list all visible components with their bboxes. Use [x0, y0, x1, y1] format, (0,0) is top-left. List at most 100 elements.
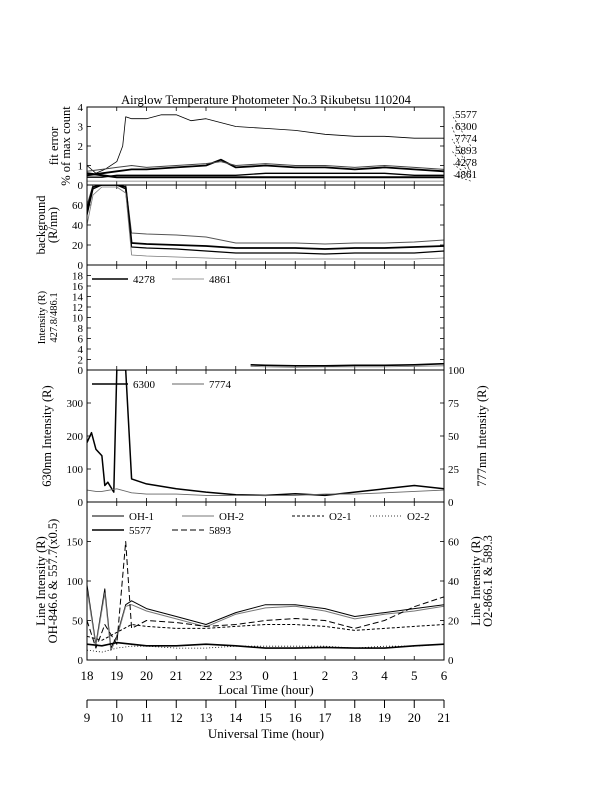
y-tick-label: 3 [78, 122, 84, 134]
y-tick-label: 200 [67, 431, 84, 443]
y-tick-label: 0 [78, 497, 84, 509]
lt-tick-label: 23 [229, 668, 242, 683]
y-tick-label: 0 [78, 180, 84, 192]
y-tick-label: 0 [78, 655, 84, 667]
fit-error-legend-label: 4278 [455, 157, 478, 169]
y2-tick-label: 40 [448, 576, 460, 588]
ut-tick-label: 12 [170, 710, 183, 725]
series-line-1 [87, 185, 444, 245]
y-axis-label: background [34, 195, 48, 255]
y-axis-label: (R/nm) [46, 207, 60, 243]
ut-tick-label: 20 [408, 710, 421, 725]
fit-error-legend-label: 7774 [455, 133, 478, 145]
fit-error-panel: 0 1 2 3 4 fit error% of max count [47, 102, 445, 192]
y-tick-label: 2 [78, 141, 84, 153]
lt-tick-label: 3 [352, 668, 359, 683]
series-line-7774 [87, 161, 444, 172]
series-line-4278 [87, 172, 444, 179]
legend-label: OH-1 [129, 511, 154, 523]
y2-tick-label: 50 [448, 431, 460, 443]
y-tick-label: 0 [78, 365, 84, 377]
y2-axis-label: 777nm Intensity (R) [475, 385, 489, 486]
y-tick-label: 20 [72, 240, 84, 252]
lt-tick-label: 5 [411, 668, 418, 683]
y-tick-label: 14 [72, 292, 84, 304]
legend-label: O2-1 [329, 511, 352, 523]
legend-label: 7774 [209, 379, 232, 391]
series-line-7774 [87, 488, 444, 496]
y-axis-label: 427.8/486.1 [49, 292, 60, 342]
y2-tick-label: 20 [448, 616, 460, 628]
y2-tick-label: 0 [448, 655, 454, 667]
ut-tick-label: 19 [378, 710, 391, 725]
y-axis-label: % of max count [59, 106, 73, 186]
series-line-5893 [87, 172, 444, 178]
fit-error-legend-label: 5577 [455, 109, 478, 121]
y-tick-label: 100 [67, 464, 84, 476]
y-tick-label: 4 [78, 344, 84, 356]
fit-error-legend-label: 5893 [455, 145, 478, 157]
y2-tick-label: 60 [448, 537, 460, 549]
lt-tick-label: 20 [140, 668, 153, 683]
lt-tick-label: 1 [292, 668, 299, 683]
y2-tick-label: 75 [448, 398, 460, 410]
lt-tick-label: 21 [170, 668, 183, 683]
y-tick-label: 6 [78, 334, 84, 346]
panel-frame [86, 501, 445, 661]
lt-tick-label: 22 [200, 668, 213, 683]
y-tick-label: 0 [78, 260, 84, 272]
series-line-5577 [87, 641, 444, 649]
legend-label: OH-2 [219, 511, 244, 523]
universal-time-label: Universal Time (hour) [208, 726, 324, 741]
series-line-4278 [250, 362, 444, 367]
y2-tick-label: 100 [448, 365, 465, 377]
legend-leader [451, 174, 471, 182]
630-777-panel: 0 100 200 300 0 25 50 75 100 630nm Intensity (R) 7… [40, 365, 489, 509]
series-line-5577 [87, 114, 444, 174]
y2-tick-label: 25 [448, 464, 460, 476]
y-tick-label: 16 [72, 281, 84, 293]
series-line-4861 [250, 365, 444, 368]
y-axis-label: Intensity (R) [37, 290, 48, 344]
y-tick-label: 40 [72, 220, 84, 232]
background-panel: 0 20 40 60 background(R/nm) [34, 184, 445, 272]
y-tick-label: 150 [67, 537, 84, 549]
y2-axis-label: O2-866.1 & 589.3 [481, 535, 495, 627]
series-line-5893 [87, 541, 444, 649]
ut-tick-label: 15 [259, 710, 272, 725]
ut-tick-label: 9 [84, 710, 91, 725]
y-axis-label: OH-846.6 & 557.7(x0.5) [46, 519, 60, 644]
legend-leader [451, 126, 472, 174]
series-line-4 [87, 186, 444, 260]
ut-tick-label: 13 [200, 710, 213, 725]
fit-error-legend-label: 4861 [455, 169, 477, 181]
legend-label: 4278 [133, 274, 156, 286]
series-line-6300 [87, 158, 444, 177]
lt-tick-label: 18 [81, 668, 94, 683]
y2-tick-label: 0 [448, 497, 454, 509]
ut-tick-label: 17 [319, 710, 333, 725]
ut-tick-label: 14 [229, 710, 243, 725]
ut-tick-label: 11 [140, 710, 153, 725]
local-time-label: Local Time (hour) [218, 682, 313, 697]
y-axis-label: Line Intensity (R) [34, 536, 48, 626]
series-line-2 [87, 185, 444, 250]
local-time-axis: 18 19 20 21 22 23 0 1 2 3 4 5 6 [81, 668, 448, 683]
ut-tick-label: 18 [348, 710, 361, 725]
ut-tick-label: 16 [289, 710, 303, 725]
ut-tick-label: 10 [110, 710, 123, 725]
y-tick-label: 2 [78, 355, 84, 367]
y-tick-label: 1 [78, 161, 84, 173]
chart-title: Airglow Temperature Photometer No.3 Riku… [121, 93, 412, 107]
y2-axis-label: Line Intensity (R) [469, 536, 483, 626]
y-tick-label: 300 [67, 398, 84, 410]
y-tick-label: 8 [78, 323, 84, 335]
y-tick-label: 100 [67, 576, 84, 588]
series-line-O2-1 [87, 623, 444, 641]
y-tick-label: 12 [72, 302, 83, 314]
